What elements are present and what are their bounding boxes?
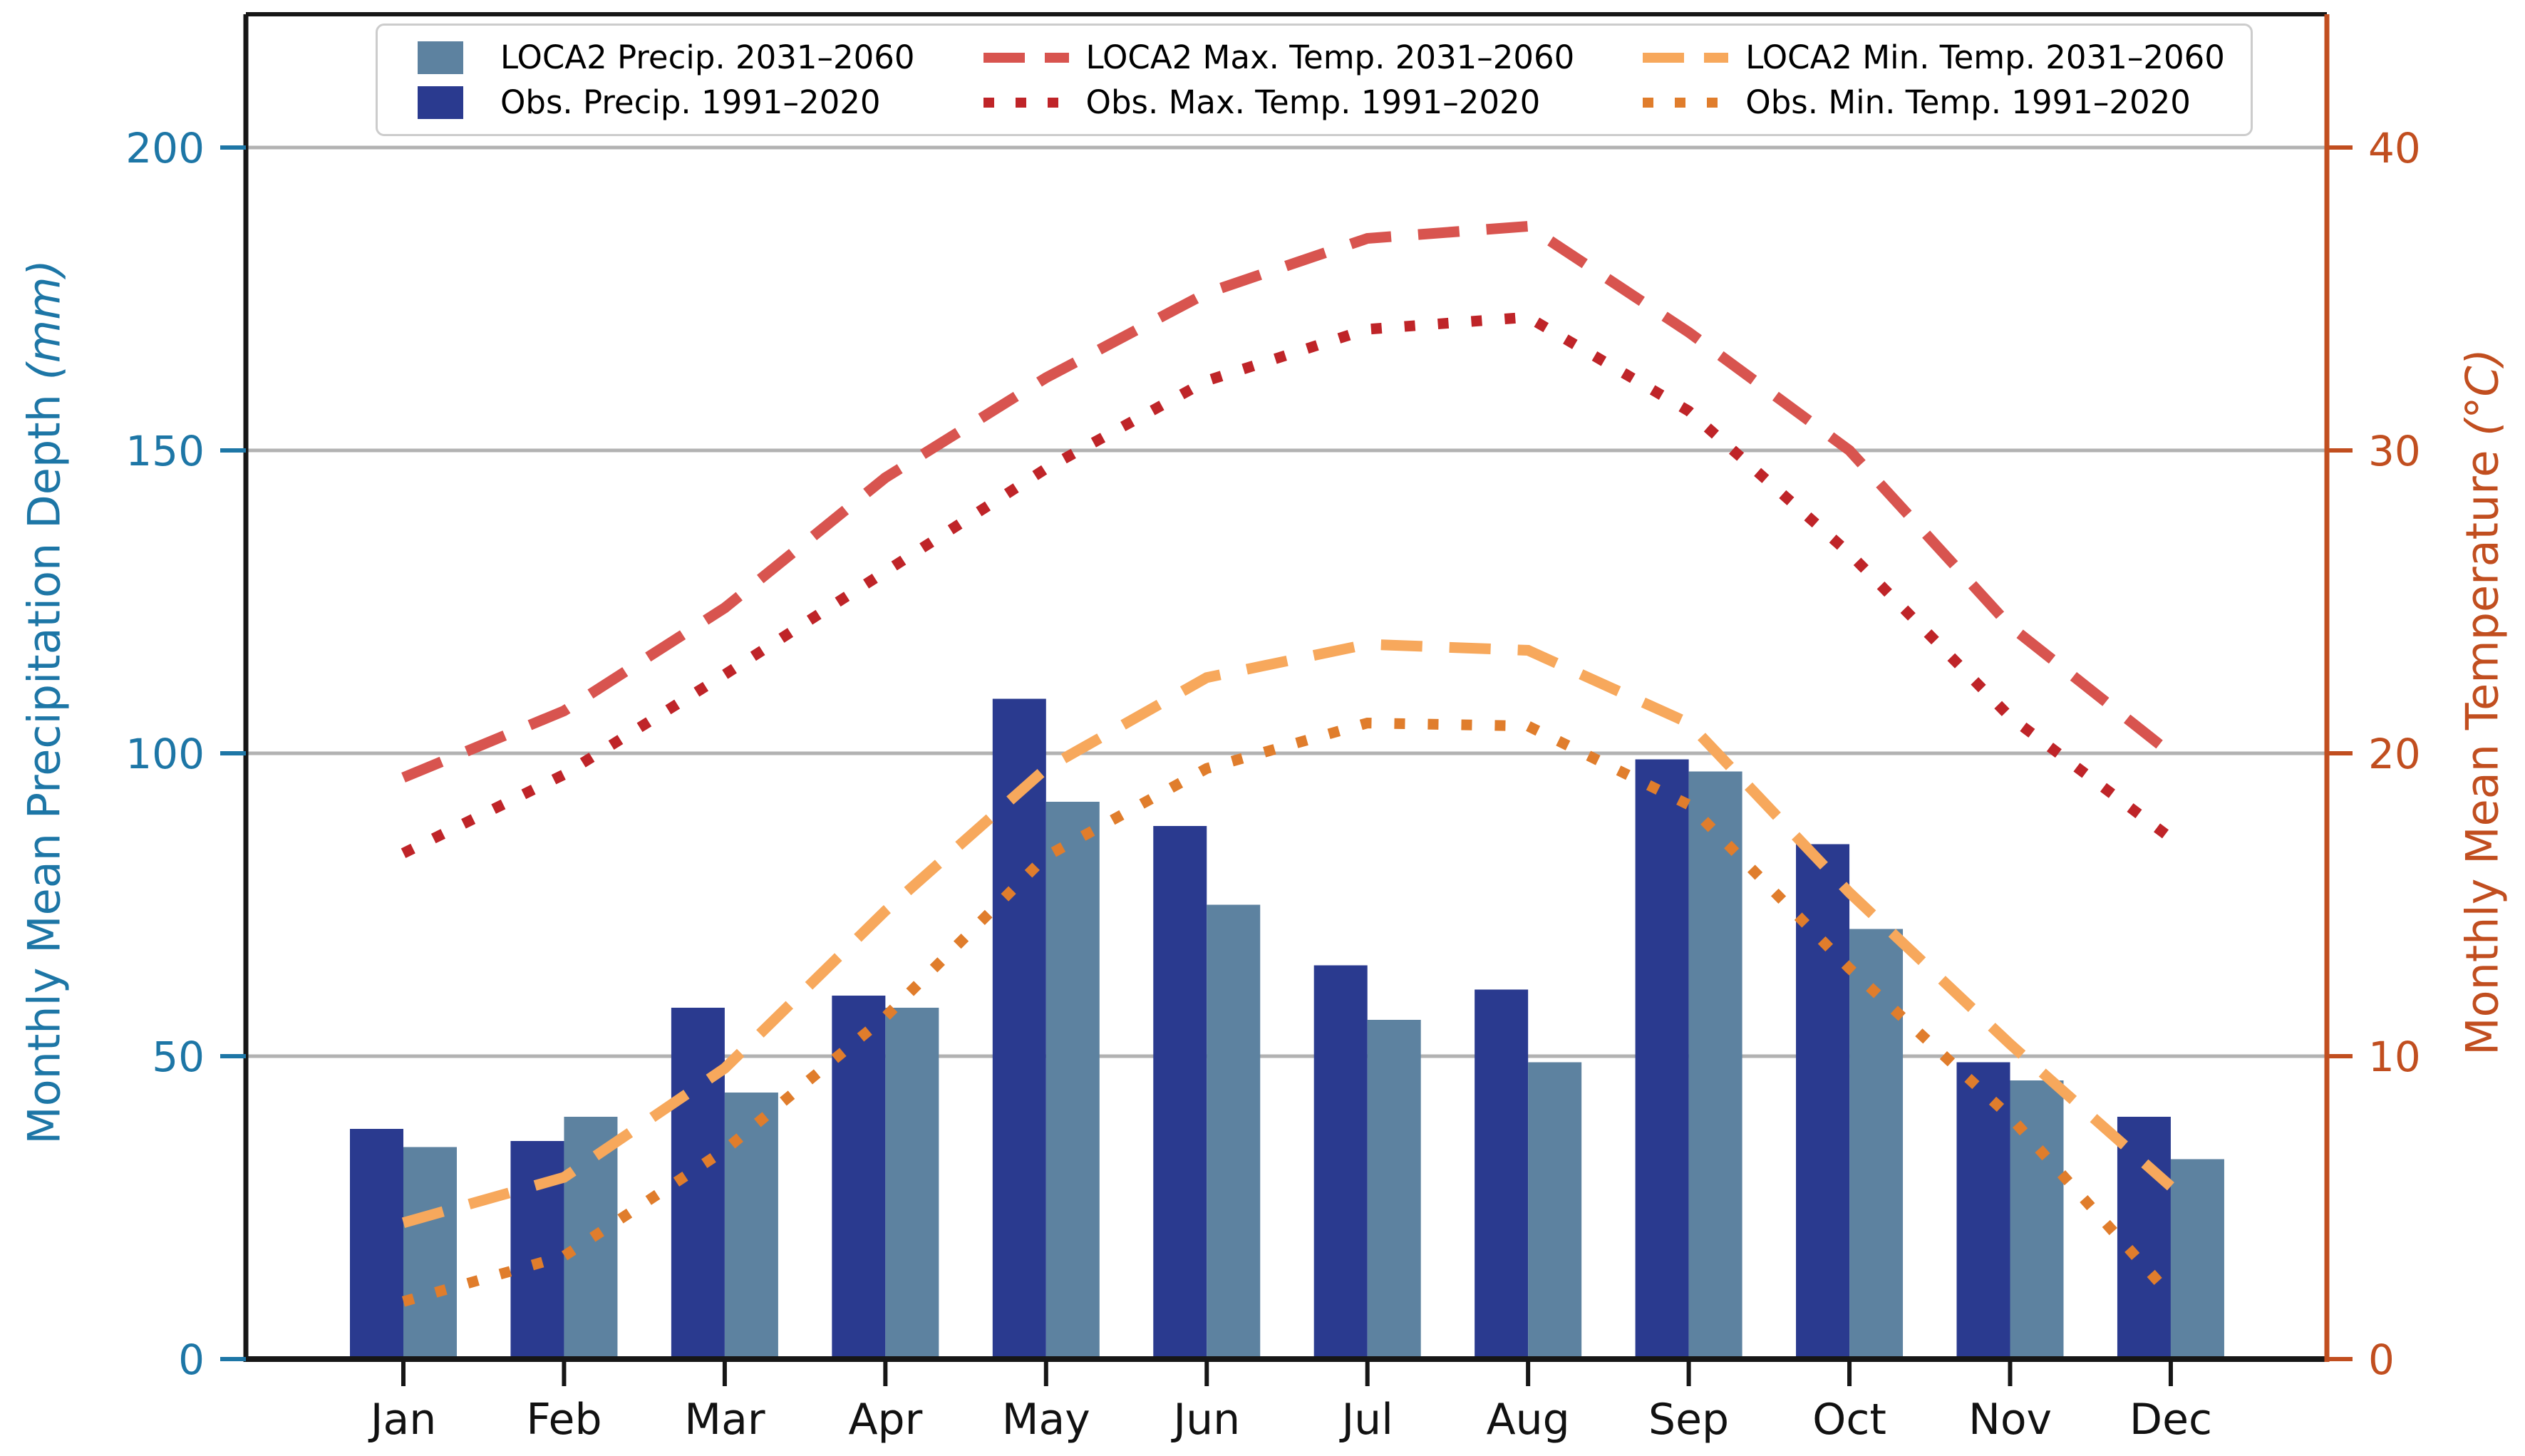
legend-item-obs-min-temp: Obs. Min. Temp. 1991–2020 [1643,83,2225,121]
bar-loca2-precip-Mar [724,1093,778,1359]
legend-swatch-obs-precip [418,86,463,119]
right-tick-label-10: 10 [2368,1033,2421,1081]
legend-label: Obs. Min. Temp. 1991–2020 [1745,83,2191,121]
bar-loca2-precip-Jun [1207,904,1261,1359]
legend-label: Obs. Precip. 1991–2020 [500,83,881,121]
bar-loca2-precip-Jul [1367,1020,1421,1359]
x-tick-label-Mar: Mar [684,1395,765,1445]
left-axis-unit: (mm) [18,259,71,381]
legend-swatch-loca2-min-temp [1643,52,1729,63]
legend-swatch-loca2-precip [418,41,463,74]
legend-item-loca2-max-temp: LOCA2 Max. Temp. 2031–2060 [983,38,1575,76]
line-loca2-max-temp-2031-2060 [401,220,2174,783]
x-tick-label-Dec: Dec [2129,1395,2212,1445]
bar-obs-precip-Oct [1796,844,1850,1359]
bar-loca2-precip-Nov [2010,1080,2064,1359]
bar-loca2-precip-Sep [1688,771,1742,1359]
legend-label: Obs. Max. Temp. 1991–2020 [1085,83,1541,121]
legend-label: LOCA2 Max. Temp. 2031–2060 [1085,38,1575,76]
x-tick-label-Apr: Apr [848,1395,922,1445]
left-axis-title: Monthly Mean Precipitation Depth (mm) [19,259,71,1145]
bar-obs-precip-Aug [1475,989,1529,1359]
legend-label: LOCA2 Precip. 2031–2060 [500,38,915,76]
left-axis-title-text: Monthly Mean Precipitation Depth [18,380,71,1145]
x-tick-label-Feb: Feb [526,1395,601,1445]
bar-obs-precip-Feb [510,1141,564,1359]
right-tick-label-30: 30 [2368,427,2421,475]
bar-loca2-precip-Jan [403,1147,457,1359]
bar-obs-precip-Jan [350,1129,403,1359]
bar-obs-precip-Nov [1956,1062,2010,1359]
x-tick-label-Sep: Sep [1648,1395,1729,1445]
right-axis-unit: (°C) [2456,348,2509,436]
legend-item-obs-max-temp: Obs. Max. Temp. 1991–2020 [983,83,1575,121]
x-tick-label-May: May [1002,1395,1090,1445]
left-tick-label-100: 100 [125,730,205,778]
right-axis-title: Monthly Mean Temperature (°C) [2457,348,2509,1055]
left-tick-label-200: 200 [125,124,205,172]
x-tick-label-Jan: Jan [368,1395,437,1445]
bar-obs-precip-May [992,698,1046,1359]
bar-obs-precip-Jun [1153,826,1207,1359]
right-tick-label-20: 20 [2368,730,2421,778]
bar-obs-precip-Jul [1313,965,1368,1359]
x-tick-label-Jul: Jul [1338,1395,1393,1445]
legend-item-loca2-min-temp: LOCA2 Min. Temp. 2031–2060 [1643,38,2225,76]
legend: LOCA2 Precip. 2031–2060 LOCA2 Max. Temp.… [376,24,2253,136]
bar-loca2-precip-Feb [564,1117,618,1359]
bar-obs-precip-Dec [2117,1117,2171,1359]
line-loca2-min-temp-2031-2060 [401,639,2174,1228]
bar-loca2-precip-Apr [885,1008,939,1359]
bar-loca2-precip-May [1045,802,1100,1359]
x-tick-label-Nov: Nov [1968,1395,2052,1445]
legend-swatch-loca2-max-temp [983,52,1069,63]
legend-swatch-obs-min-temp [1643,97,1729,108]
legend-label: LOCA2 Min. Temp. 2031–2060 [1745,38,2225,76]
right-tick-label-40: 40 [2368,124,2421,172]
legend-swatch-obs-max-temp [983,97,1069,108]
bar-obs-precip-Sep [1635,759,1689,1359]
legend-item-loca2-precip: LOCA2 Precip. 2031–2060 [398,38,915,76]
legend-item-obs-precip: Obs. Precip. 1991–2020 [398,83,915,121]
left-tick-label-150: 150 [125,427,205,475]
bar-loca2-precip-Oct [1849,929,1904,1359]
bar-loca2-precip-Dec [2170,1159,2224,1359]
bar-loca2-precip-Aug [1528,1062,1582,1359]
line-obs-min-temp-1991-2020 [401,717,2175,1307]
x-tick-label-Jun: Jun [1170,1395,1240,1445]
x-tick-label-Aug: Aug [1487,1395,1570,1445]
x-tick-label-Oct: Oct [1812,1395,1886,1445]
left-tick-label-0: 0 [178,1336,205,1384]
right-tick-label-0: 0 [2368,1336,2395,1384]
left-tick-label-50: 50 [152,1033,205,1081]
line-obs-max-temp-1991-2020 [401,311,2174,858]
right-axis-title-text: Monthly Mean Temperature [2456,435,2509,1055]
